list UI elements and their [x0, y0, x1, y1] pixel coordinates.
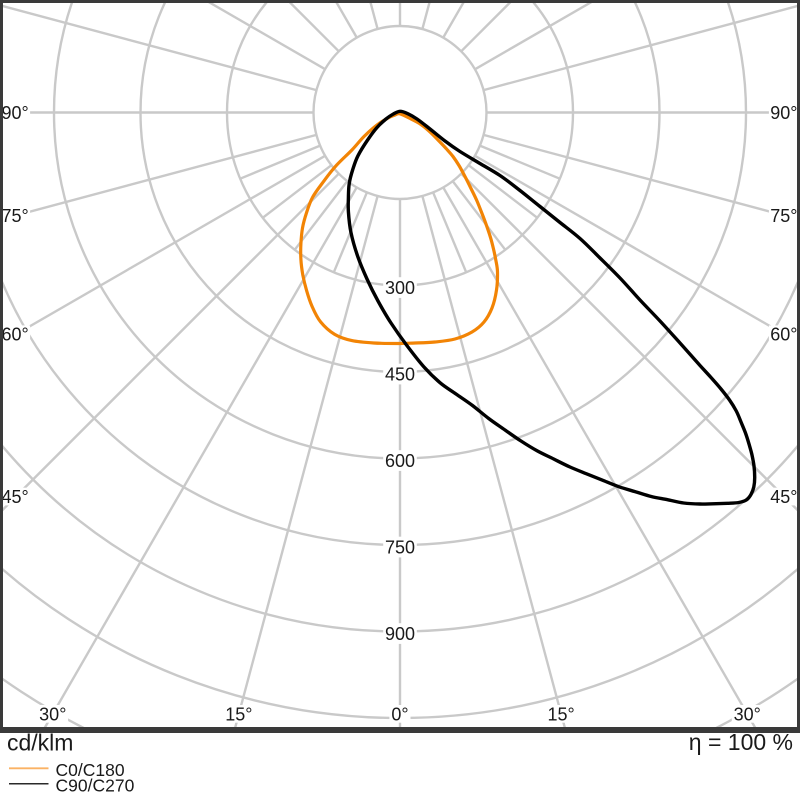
svg-text:C0/C180: C0/C180 — [56, 760, 125, 780]
svg-text:300: 300 — [385, 278, 415, 298]
svg-text:60°: 60° — [2, 325, 29, 345]
svg-text:450: 450 — [385, 365, 415, 385]
svg-text:45°: 45° — [2, 487, 29, 507]
svg-text:0°: 0° — [391, 704, 408, 724]
svg-text:C90/C270: C90/C270 — [56, 775, 135, 795]
svg-text:60°: 60° — [770, 325, 797, 345]
svg-text:750: 750 — [385, 538, 415, 558]
svg-text:90°: 90° — [770, 103, 797, 123]
svg-text:900: 900 — [385, 624, 415, 644]
svg-text:15°: 15° — [225, 704, 252, 724]
svg-text:75°: 75° — [2, 206, 29, 226]
svg-text:600: 600 — [385, 451, 415, 471]
svg-text:cd/klm: cd/klm — [7, 729, 73, 755]
svg-text:15°: 15° — [547, 704, 574, 724]
svg-text:90°: 90° — [2, 103, 29, 123]
svg-text:η = 100 %: η = 100 % — [689, 729, 793, 755]
svg-text:30°: 30° — [734, 704, 761, 724]
svg-text:30°: 30° — [39, 704, 66, 724]
svg-text:45°: 45° — [770, 487, 797, 507]
svg-text:75°: 75° — [770, 206, 797, 226]
